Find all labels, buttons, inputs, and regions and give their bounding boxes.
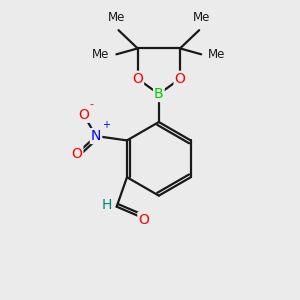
Text: +: + bbox=[102, 119, 110, 130]
Text: O: O bbox=[175, 72, 185, 86]
Text: O: O bbox=[138, 213, 149, 227]
Text: Me: Me bbox=[92, 48, 110, 62]
Text: O: O bbox=[71, 147, 82, 161]
Text: O: O bbox=[78, 108, 89, 122]
Text: O: O bbox=[132, 72, 143, 86]
Text: Me: Me bbox=[208, 48, 225, 62]
Text: Me: Me bbox=[193, 11, 210, 24]
Text: B: B bbox=[154, 87, 164, 101]
Text: Me: Me bbox=[108, 11, 125, 24]
Text: N: N bbox=[91, 129, 101, 143]
Text: H: H bbox=[101, 198, 112, 212]
Text: -: - bbox=[89, 100, 93, 110]
